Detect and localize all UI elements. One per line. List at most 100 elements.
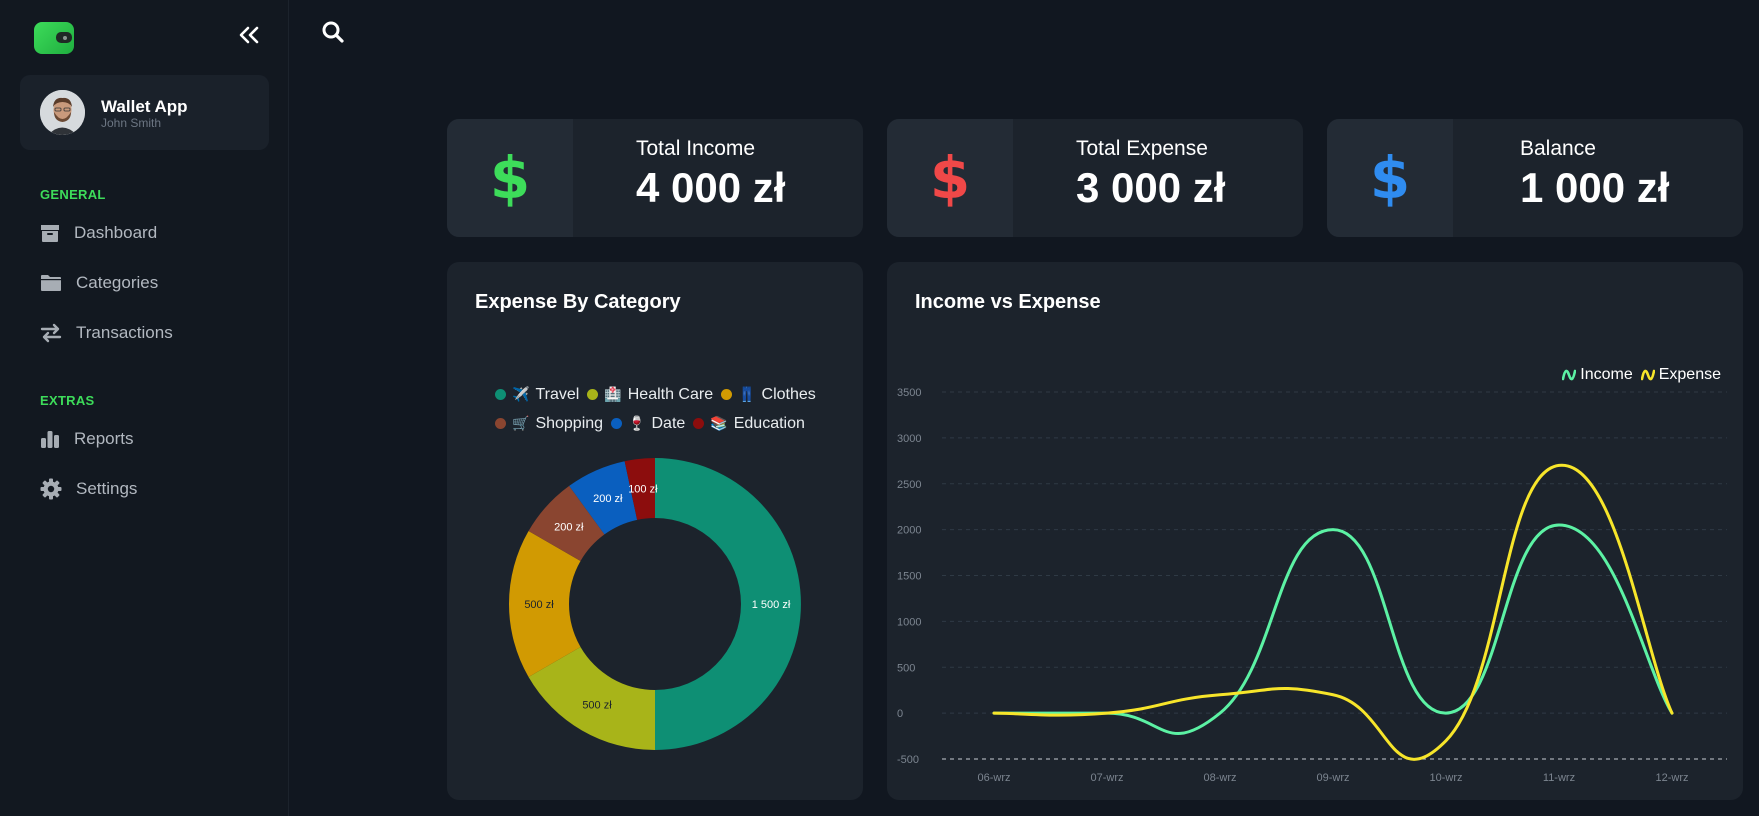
expense-donut-chart: 1 500 zł 500 zł 500 zł 200 zł 200 zł 100 zł — [509, 458, 801, 750]
donut-slice-travel[interactable] — [655, 458, 801, 750]
line-series-icon — [1562, 369, 1577, 381]
legend-dot — [587, 389, 599, 400]
legend-dot — [721, 389, 733, 400]
stat-value: 4 000 zł — [636, 164, 786, 211]
category-emoji-icon: ✈️ — [512, 386, 530, 403]
legend-label: Travel — [535, 385, 580, 403]
search-button[interactable] — [321, 20, 347, 46]
app-name: Wallet App — [101, 97, 188, 116]
stat-value: 1 000 zł — [1520, 164, 1670, 211]
gear-icon — [40, 478, 62, 500]
balance-card: $ Balance 1 000 zł — [1327, 119, 1743, 237]
legend-label: Education — [733, 414, 805, 432]
folder-icon — [41, 275, 61, 291]
y-tick-label: 2000 — [897, 525, 921, 537]
user-name: John Smith — [101, 116, 162, 130]
legend-dot — [495, 389, 506, 400]
y-tick-label: 3500 — [897, 387, 921, 399]
legend-label: Date — [651, 414, 686, 432]
line-series-icon — [1640, 369, 1655, 381]
line-chart-legend: Income Expense — [1562, 366, 1721, 384]
slice-label: 500 zł — [582, 699, 612, 711]
search-icon — [322, 21, 344, 43]
transfer-icon — [40, 323, 62, 343]
sidebar-item-transactions[interactable]: Transactions — [38, 318, 173, 348]
legend-dot — [495, 418, 506, 429]
donut-slice-education[interactable] — [624, 458, 655, 520]
legend-item-income[interactable]: Income — [1562, 366, 1633, 384]
collapse-sidebar-button[interactable] — [236, 22, 262, 48]
slice-label: 1 500 zł — [752, 599, 791, 611]
section-title-general: GENERAL — [40, 187, 106, 202]
legend-label: Health Care — [627, 385, 714, 403]
balance-dollar-icon: $ — [1327, 119, 1453, 237]
chart-bars-icon — [41, 431, 59, 448]
legend-label: Clothes — [761, 385, 816, 403]
series-line-income[interactable] — [992, 523, 1674, 735]
legend-dot — [611, 418, 623, 429]
total-income-card: $ Total Income 4 000 zł — [447, 119, 863, 237]
sidebar-item-label: Categories — [76, 273, 159, 292]
legend-dot — [693, 418, 705, 429]
pie-legend: ✈️ Travel 🏥 Health Care 👖 Clothes 🛒 Shopping 🍷 Da… — [495, 380, 835, 438]
stat-value: 3 000 zł — [1076, 164, 1226, 211]
total-expense-card: $ Total Expense 3 000 zł — [887, 119, 1303, 237]
avatar — [40, 90, 85, 135]
sidebar-item-reports[interactable]: Reports — [38, 424, 134, 454]
category-emoji-icon: 🍷 — [628, 415, 646, 432]
legend-item-health-care[interactable]: 🏥 Health Care — [587, 386, 713, 404]
sidebar-item-label: Settings — [76, 479, 138, 498]
panel-title: Income vs Expense — [915, 291, 1101, 313]
user-profile-card[interactable]: Wallet App John Smith — [20, 75, 269, 150]
sidebar: Wallet App John Smith GENERAL Dashboard … — [0, 0, 289, 816]
income-vs-expense-panel: Income vs Expense Income Expense 3500 3000… — [887, 262, 1743, 800]
donut-slice-date[interactable] — [569, 461, 638, 535]
box-icon — [41, 225, 59, 242]
legend-item-clothes[interactable]: 👖 Clothes — [721, 386, 816, 404]
legend-item-shopping[interactable]: 🛒 Shopping — [495, 415, 603, 433]
category-emoji-icon: 👖 — [738, 386, 756, 403]
legend-item-education[interactable]: 📚 Education — [693, 415, 805, 433]
y-tick-label: 500 — [897, 662, 915, 674]
series-line-expense[interactable] — [992, 463, 1674, 761]
legend-label: Shopping — [535, 414, 604, 432]
x-tick-label: 08-wrz — [1203, 772, 1236, 784]
slice-label: 200 zł — [554, 521, 584, 533]
income-expense-line-chart: 3500 3000 2500 2000 1500 1000 500 0 -500 06-wrz 07… — [897, 387, 1727, 784]
y-tick-label: 1000 — [897, 616, 921, 628]
y-tick-label: 2500 — [897, 479, 921, 491]
legend-item-expense[interactable]: Expense — [1640, 366, 1721, 384]
donut-slice-shopping[interactable] — [528, 485, 605, 561]
slice-label: 100 zł — [628, 484, 658, 496]
category-emoji-icon: 🛒 — [512, 415, 530, 432]
x-tick-label: 09-wrz — [1316, 772, 1349, 784]
legend-item-date[interactable]: 🍷 Date — [611, 415, 685, 433]
sidebar-item-label: Reports — [74, 429, 134, 448]
wallet-logo-icon — [34, 22, 74, 54]
stat-title: Total Expense — [1076, 137, 1208, 160]
stat-title: Balance — [1520, 137, 1596, 160]
x-tick-label: 11-wrz — [1543, 772, 1575, 784]
y-tick-label: 0 — [897, 708, 903, 720]
section-title-extras: EXTRAS — [40, 393, 95, 408]
donut-slice-health-care[interactable] — [528, 647, 655, 750]
legend-item-travel[interactable]: ✈️ Travel — [495, 386, 579, 404]
donut-slice-clothes[interactable] — [509, 531, 581, 677]
expense-dollar-icon: $ — [887, 119, 1013, 237]
x-tick-label: 06-wrz — [977, 772, 1010, 784]
slice-label: 200 zł — [593, 493, 623, 505]
double-chevron-left-icon — [239, 26, 259, 44]
panel-title: Expense By Category — [475, 291, 681, 313]
sidebar-item-settings[interactable]: Settings — [38, 474, 137, 504]
sidebar-item-categories[interactable]: Categories — [38, 268, 158, 298]
income-dollar-icon: $ — [447, 119, 573, 237]
slice-label: 500 zł — [524, 599, 554, 611]
sidebar-item-label: Dashboard — [74, 223, 158, 242]
x-tick-label: 07-wrz — [1090, 772, 1123, 784]
x-tick-label: 12-wrz — [1655, 772, 1688, 784]
sidebar-item-dashboard[interactable]: Dashboard — [38, 218, 157, 248]
legend-label: Expense — [1658, 366, 1721, 383]
category-emoji-icon: 🏥 — [604, 386, 622, 403]
category-emoji-icon: 📚 — [710, 415, 728, 432]
y-tick-label: 3000 — [897, 433, 921, 445]
